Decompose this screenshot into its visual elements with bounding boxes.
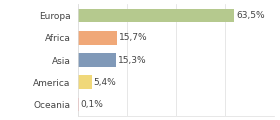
Text: 0,1%: 0,1% (81, 100, 104, 109)
Text: 15,3%: 15,3% (118, 55, 146, 65)
Text: 15,7%: 15,7% (119, 33, 148, 42)
Bar (78, 9, 234, 22)
Bar (78, 53, 116, 67)
Text: 63,5%: 63,5% (236, 11, 265, 20)
Bar (78, 31, 117, 45)
Bar (78, 75, 92, 89)
Text: 5,4%: 5,4% (94, 78, 116, 87)
